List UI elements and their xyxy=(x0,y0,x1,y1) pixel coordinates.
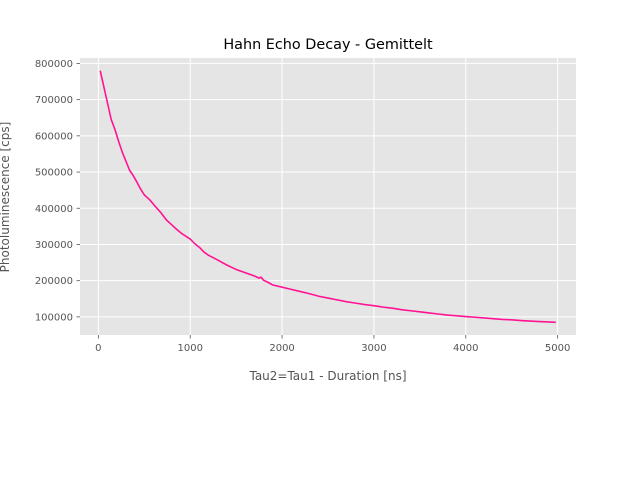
x-axis-label: Tau2=Tau1 - Duration [ns] xyxy=(248,369,406,383)
y-tick-label: 700000 xyxy=(35,95,73,106)
series-group xyxy=(99,70,556,324)
series-line-0 xyxy=(99,70,556,324)
x-tick-label: 0 xyxy=(95,343,101,354)
y-tick-label: 400000 xyxy=(35,204,73,215)
y-tick-label: 100000 xyxy=(35,312,73,323)
y-tick-label: 600000 xyxy=(35,131,73,142)
grid xyxy=(80,58,576,335)
x-tick-label: 2000 xyxy=(269,343,294,354)
chart-title: Hahn Echo Decay - Gemittelt xyxy=(223,37,433,53)
y-ticks: 100000 200000 300000 400000 500000 600000 7000… xyxy=(35,59,80,323)
x-tick-label: 3000 xyxy=(361,343,386,354)
x-tick-label: 4000 xyxy=(453,343,478,354)
x-tick-label: 1000 xyxy=(177,343,202,354)
y-axis-label: Photoluminescence [cps] xyxy=(0,122,12,273)
plot-background xyxy=(80,58,576,335)
y-tick-label: 200000 xyxy=(35,276,73,287)
y-tick-label: 300000 xyxy=(35,240,73,251)
y-tick-label: 800000 xyxy=(35,59,73,70)
x-tick-label: 5000 xyxy=(545,343,570,354)
x-ticks: 0 1000 2000 3000 4000 5000 xyxy=(95,335,570,354)
y-tick-label: 500000 xyxy=(35,168,73,179)
